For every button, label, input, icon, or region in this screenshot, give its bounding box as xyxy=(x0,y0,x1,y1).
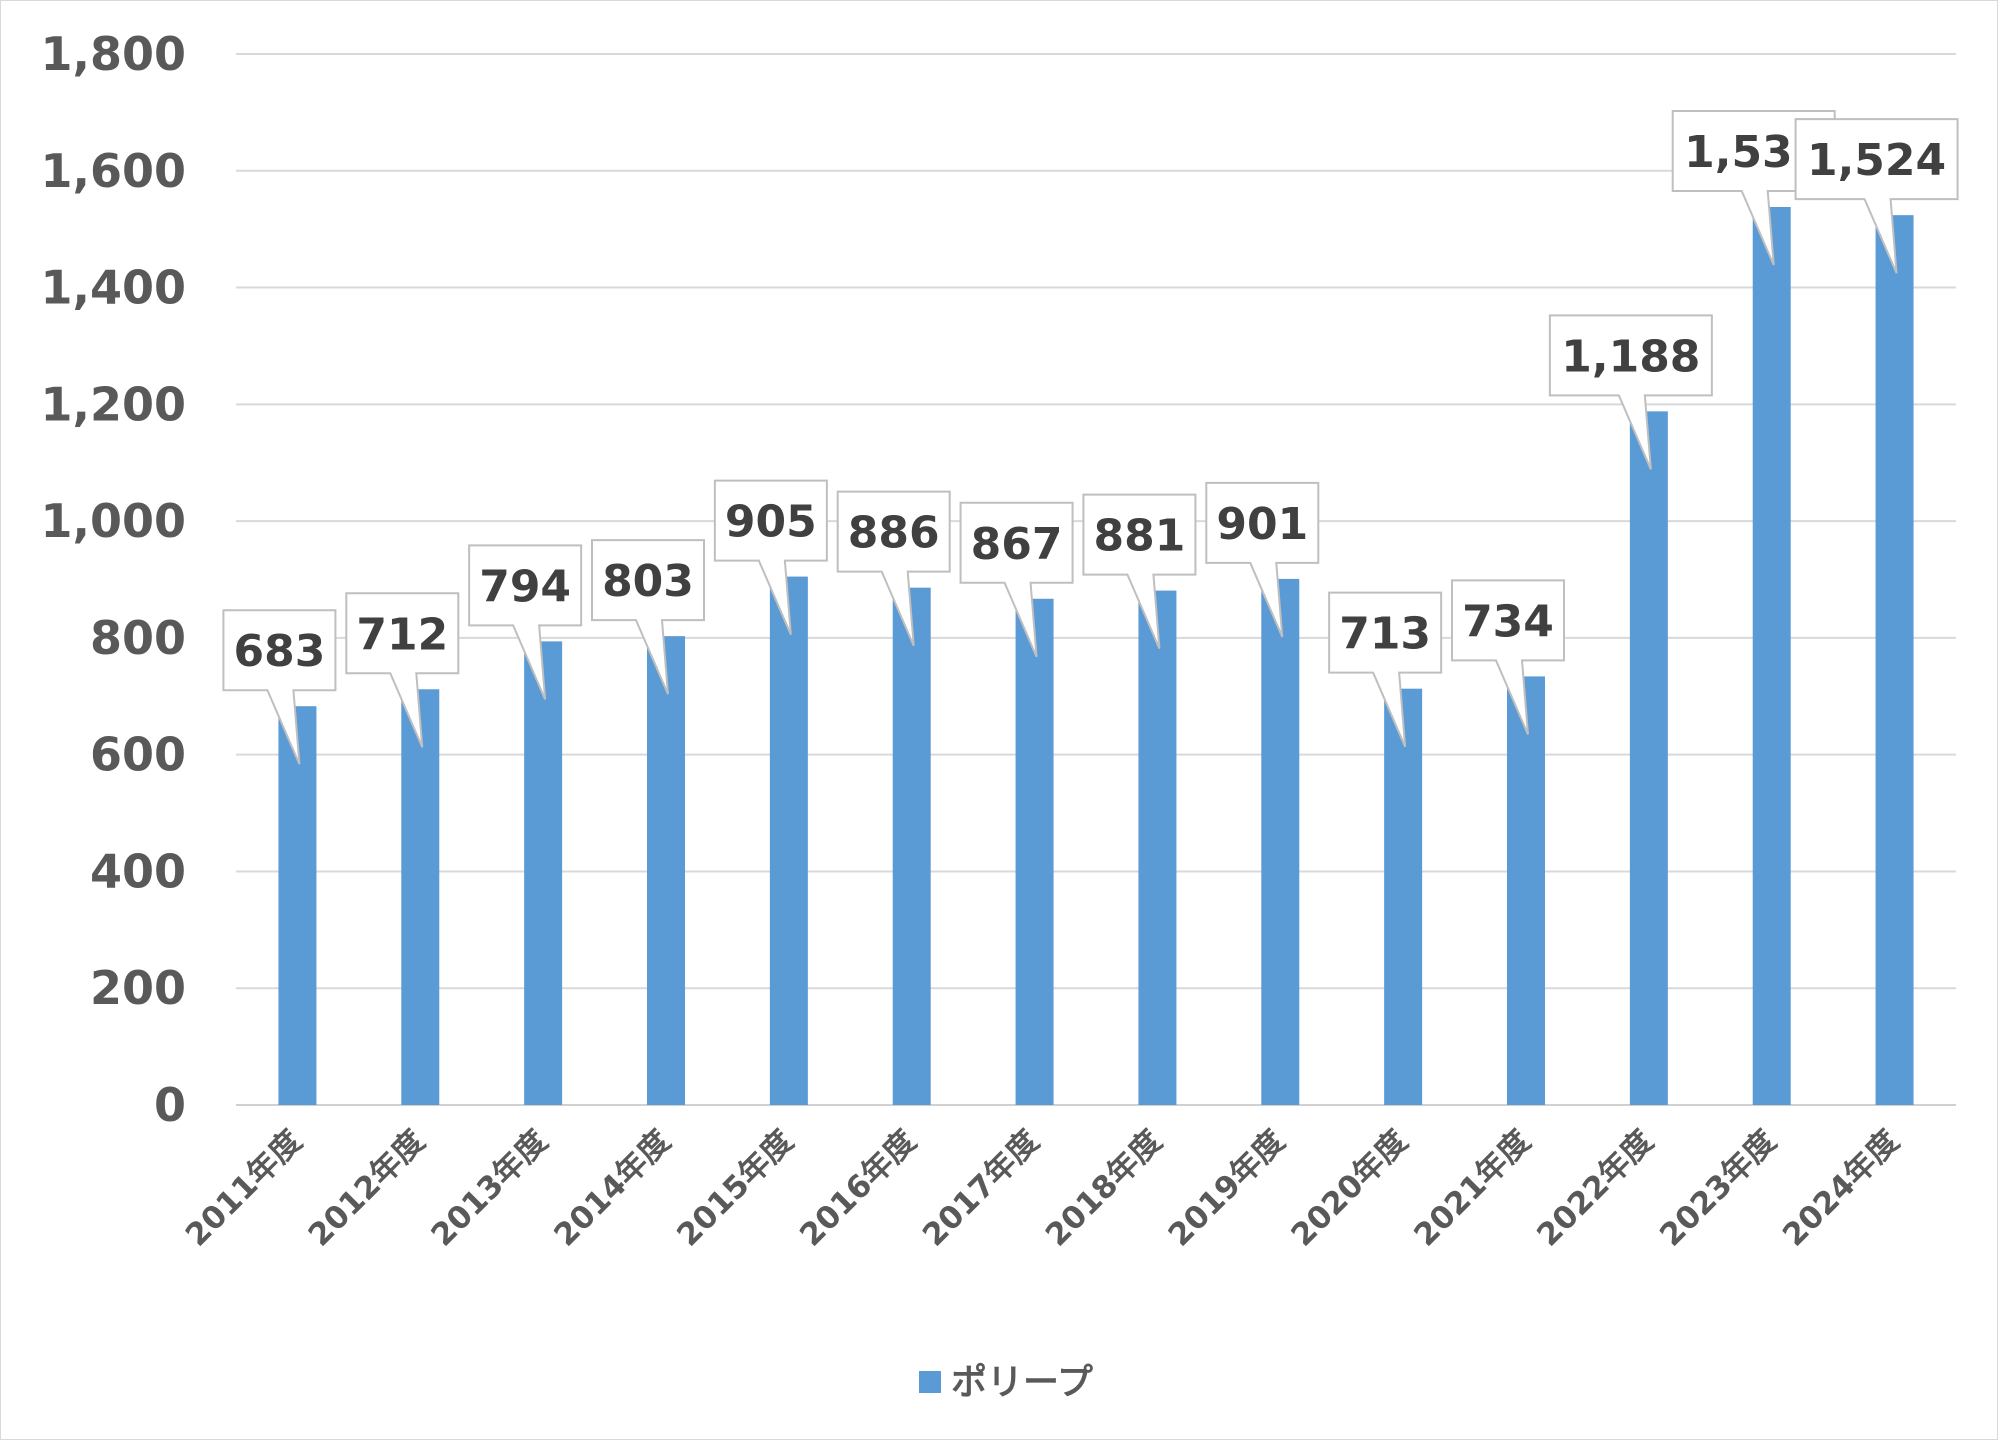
data-label: 712 xyxy=(356,609,448,660)
x-tick-label: 2015年度 xyxy=(670,1123,800,1253)
bar xyxy=(401,689,440,1105)
data-label-callout xyxy=(1205,481,1320,638)
data-label-callout xyxy=(1451,579,1565,735)
x-axis: 2011年度2012年度2013年度2014年度2015年度2016年度2017… xyxy=(179,1123,1906,1253)
x-tick-label: 2020年度 xyxy=(1284,1123,1414,1253)
bar xyxy=(892,587,931,1105)
bar xyxy=(1261,578,1300,1105)
y-axis: 0 200 400 600 800 1,000 1,200 1,400 1,600 1,800 xyxy=(40,27,186,1132)
data-label: 713 xyxy=(1339,609,1431,660)
data-label-callout xyxy=(468,544,583,700)
y-tick-label: 200 xyxy=(90,961,186,1015)
bar xyxy=(1507,676,1545,1105)
y-tick-label: 0 xyxy=(154,1078,186,1132)
y-tick-label: 800 xyxy=(90,611,186,665)
bar xyxy=(1015,598,1054,1105)
data-label-callout xyxy=(959,501,1074,658)
bar xyxy=(1138,590,1177,1105)
legend-swatch xyxy=(919,1371,941,1393)
data-label: 886 xyxy=(848,508,940,559)
y-tick-label: 400 xyxy=(90,844,186,898)
bar xyxy=(1752,206,1791,1105)
data-label-callout xyxy=(1548,314,1713,470)
x-tick-label: 2023年度 xyxy=(1653,1123,1783,1253)
legend: ポリープ xyxy=(919,1361,1093,1403)
x-tick-label: 2013年度 xyxy=(424,1123,554,1253)
bar xyxy=(524,641,563,1105)
data-label: 803 xyxy=(602,556,694,607)
x-tick-label: 2021年度 xyxy=(1407,1123,1537,1253)
data-label: 905 xyxy=(725,497,817,548)
y-tick-label: 1,600 xyxy=(40,144,186,198)
data-label-callout xyxy=(713,479,828,635)
bar xyxy=(278,706,317,1105)
x-tick-label: 2016年度 xyxy=(793,1123,923,1253)
x-tick-label: 2017年度 xyxy=(916,1123,1046,1253)
y-tick-label: 600 xyxy=(90,728,186,782)
bar xyxy=(769,576,808,1105)
data-label-callout xyxy=(591,539,705,695)
data-label-callout xyxy=(1328,591,1443,748)
data-label: 881 xyxy=(1093,511,1185,562)
x-tick-label: 2018年度 xyxy=(1039,1123,1169,1253)
legend-label: ポリープ xyxy=(951,1361,1093,1403)
x-tick-label: 2014年度 xyxy=(547,1123,677,1253)
data-label: 901 xyxy=(1216,499,1308,550)
x-tick-label: 2019年度 xyxy=(1162,1123,1292,1253)
data-label: 1,188 xyxy=(1561,331,1700,382)
data-label-callout xyxy=(1082,493,1197,649)
data-label: 734 xyxy=(1462,596,1554,647)
data-label-callout xyxy=(836,490,951,647)
x-tick-label: 2022年度 xyxy=(1530,1123,1660,1253)
data-label-callout xyxy=(222,609,337,765)
y-tick-label: 1,000 xyxy=(40,494,186,548)
bars xyxy=(278,206,1914,1106)
bar xyxy=(1384,688,1423,1105)
bar xyxy=(1629,411,1668,1106)
data-label: 794 xyxy=(479,561,571,612)
y-tick-label: 1,200 xyxy=(40,377,186,431)
y-tick-label: 1,800 xyxy=(40,27,186,81)
bar xyxy=(1875,215,1914,1106)
data-label: 683 xyxy=(233,626,325,677)
x-tick-label: 2012年度 xyxy=(302,1123,432,1253)
data-labels: 683 712 794 803 905 886 867 881 901 713 734 1,188 1,… xyxy=(222,109,1959,765)
data-label: 867 xyxy=(971,519,1063,570)
data-label-callout xyxy=(1794,118,1959,274)
data-label-callout xyxy=(345,592,460,748)
x-tick-label: 2024年度 xyxy=(1776,1123,1906,1253)
bar xyxy=(647,636,685,1105)
x-tick-label: 2011年度 xyxy=(179,1123,309,1253)
data-label: 1,524 xyxy=(1807,135,1946,186)
y-tick-label: 1,400 xyxy=(40,261,186,315)
